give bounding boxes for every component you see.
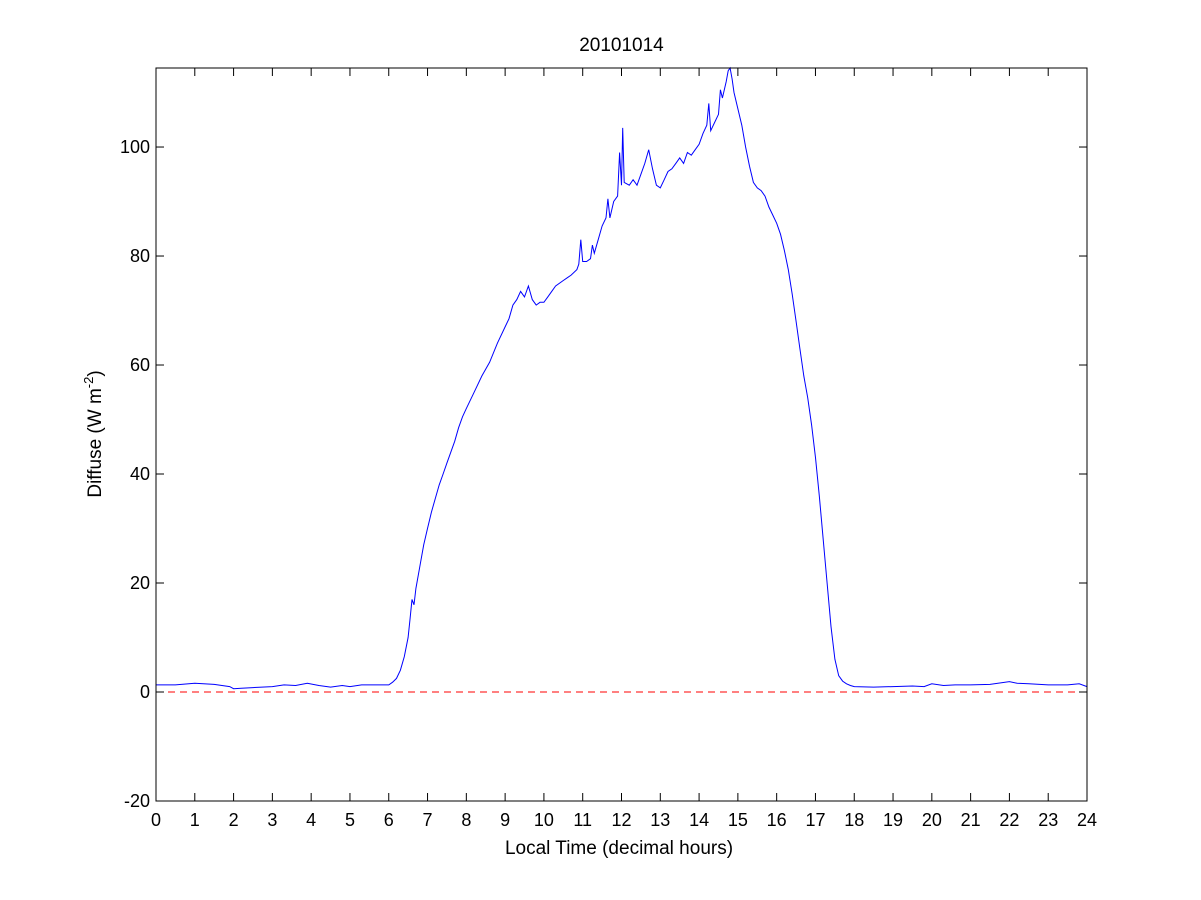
x-tick-label: 9 xyxy=(500,810,510,830)
x-tick-label: 14 xyxy=(689,810,709,830)
x-tick-label: 7 xyxy=(423,810,433,830)
y-tick-label: 100 xyxy=(120,137,150,157)
y-tick-label: -20 xyxy=(124,791,150,811)
plot-area xyxy=(156,68,1087,801)
x-tick-label: 10 xyxy=(534,810,554,830)
x-tick-label: 20 xyxy=(922,810,942,830)
series-layer xyxy=(156,66,1088,693)
chart-title: 20101014 xyxy=(579,35,664,56)
y-tick-label: 40 xyxy=(130,464,150,484)
x-tick-label: 6 xyxy=(384,810,394,830)
y-axis-label-superscript: -2 xyxy=(81,377,96,389)
y-tick-label: 60 xyxy=(130,355,150,375)
x-tick-label: 17 xyxy=(805,810,825,830)
series-line-0 xyxy=(156,66,1088,690)
y-tick-label: 20 xyxy=(130,573,150,593)
x-tick-label: 13 xyxy=(650,810,670,830)
x-tick-label: 2 xyxy=(229,810,239,830)
x-axis: 0 1 2 3 4 5 6 7 8 9 10 11 12 13 14 15 16 17 18 19 20 21 22 23 24 xyxy=(151,68,1097,830)
x-tick-label: 18 xyxy=(844,810,864,830)
x-tick-label: 4 xyxy=(306,810,316,830)
x-tick-label: 11 xyxy=(573,810,592,830)
x-tick-label: 12 xyxy=(611,810,631,830)
x-tick-label: 5 xyxy=(345,810,355,830)
y-tick-label: 80 xyxy=(130,246,150,266)
x-tick-label: 3 xyxy=(267,810,277,830)
x-tick-label: 8 xyxy=(461,810,471,830)
y-tick-label: 0 xyxy=(140,682,150,702)
x-tick-label: 23 xyxy=(1038,810,1058,830)
x-tick-label: 15 xyxy=(728,810,748,830)
y-axis-label-main: Diffuse (W m xyxy=(85,388,106,497)
x-tick-label: 21 xyxy=(961,810,981,830)
x-axis-label: Local Time (decimal hours) xyxy=(505,838,733,859)
y-axis-label: Diffuse (W m-2) xyxy=(81,370,106,497)
x-tick-label: 16 xyxy=(767,810,787,830)
x-tick-label: 19 xyxy=(883,810,903,830)
y-axis: -20 0 20 40 60 80 100 xyxy=(120,137,1087,811)
y-axis-label-close: ) xyxy=(85,370,106,376)
x-tick-label: 24 xyxy=(1077,810,1097,830)
x-tick-label: 22 xyxy=(999,810,1019,830)
x-tick-label: 0 xyxy=(151,810,161,830)
x-tick-label: 1 xyxy=(190,810,200,830)
